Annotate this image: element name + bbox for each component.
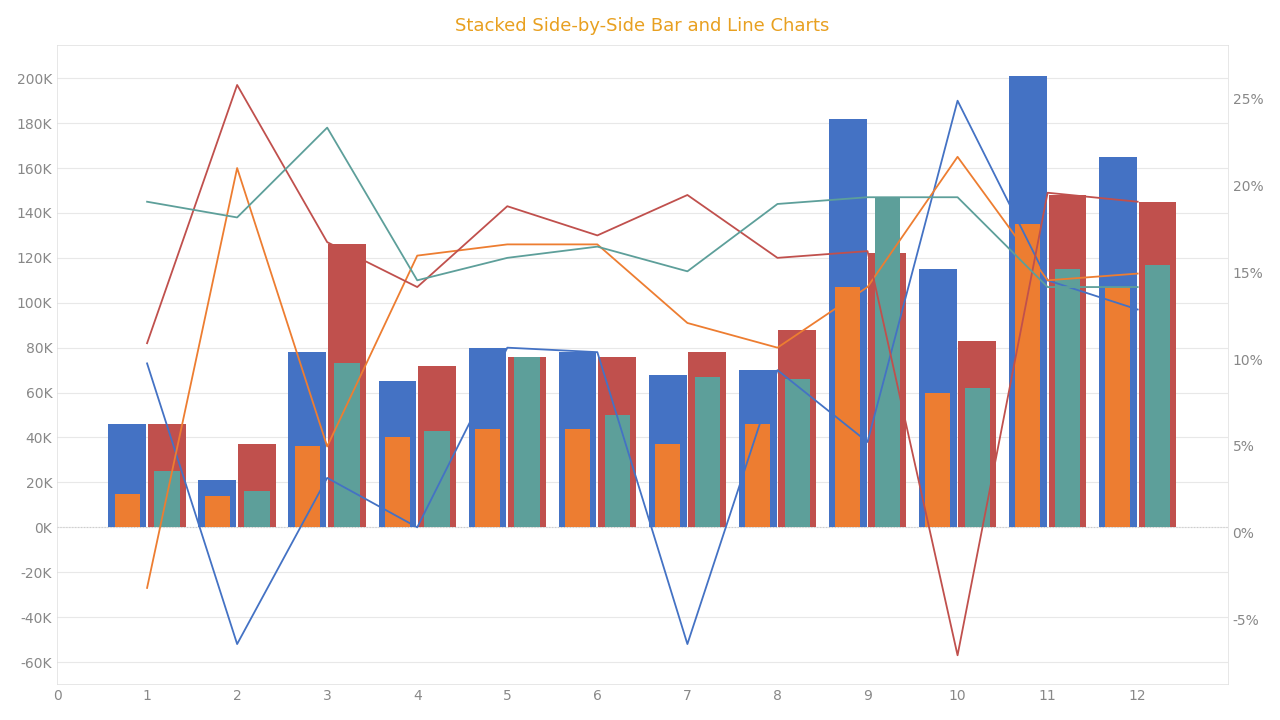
Bar bbox=[655, 444, 680, 527]
Bar bbox=[925, 392, 950, 527]
Bar bbox=[468, 348, 507, 527]
Bar bbox=[385, 438, 410, 527]
Bar bbox=[294, 446, 320, 527]
Bar bbox=[334, 364, 360, 527]
Bar bbox=[205, 496, 230, 527]
Bar bbox=[745, 424, 771, 527]
Bar bbox=[198, 480, 237, 527]
Bar bbox=[115, 494, 140, 527]
Bar bbox=[835, 287, 860, 527]
Bar bbox=[1009, 76, 1047, 527]
Bar bbox=[109, 424, 146, 527]
Bar bbox=[148, 424, 186, 527]
Bar bbox=[785, 379, 810, 527]
Bar bbox=[1048, 195, 1087, 527]
Bar bbox=[1055, 269, 1080, 527]
Bar bbox=[508, 356, 547, 527]
Bar bbox=[515, 356, 540, 527]
Bar bbox=[1144, 264, 1170, 527]
Bar bbox=[778, 330, 817, 527]
Bar bbox=[419, 366, 456, 527]
Bar bbox=[649, 374, 686, 527]
Bar bbox=[695, 377, 719, 527]
Bar bbox=[739, 370, 777, 527]
Bar bbox=[598, 356, 636, 527]
Bar bbox=[379, 382, 416, 527]
Bar bbox=[328, 244, 366, 527]
Bar bbox=[155, 471, 179, 527]
Bar bbox=[959, 341, 996, 527]
Bar bbox=[244, 491, 270, 527]
Bar bbox=[425, 431, 449, 527]
Bar bbox=[558, 352, 596, 527]
Bar bbox=[965, 388, 989, 527]
Bar bbox=[1139, 202, 1176, 527]
Bar bbox=[828, 119, 867, 527]
Bar bbox=[1015, 224, 1041, 527]
Bar bbox=[874, 197, 900, 527]
Bar bbox=[238, 444, 276, 527]
Bar bbox=[689, 352, 726, 527]
Bar bbox=[475, 428, 500, 527]
Bar bbox=[1100, 157, 1137, 527]
Bar bbox=[1105, 287, 1130, 527]
Title: Stacked Side-by-Side Bar and Line Charts: Stacked Side-by-Side Bar and Line Charts bbox=[456, 17, 829, 35]
Bar bbox=[919, 269, 956, 527]
Bar bbox=[604, 415, 630, 527]
Bar bbox=[868, 253, 906, 527]
Bar bbox=[564, 428, 590, 527]
Bar bbox=[288, 352, 326, 527]
